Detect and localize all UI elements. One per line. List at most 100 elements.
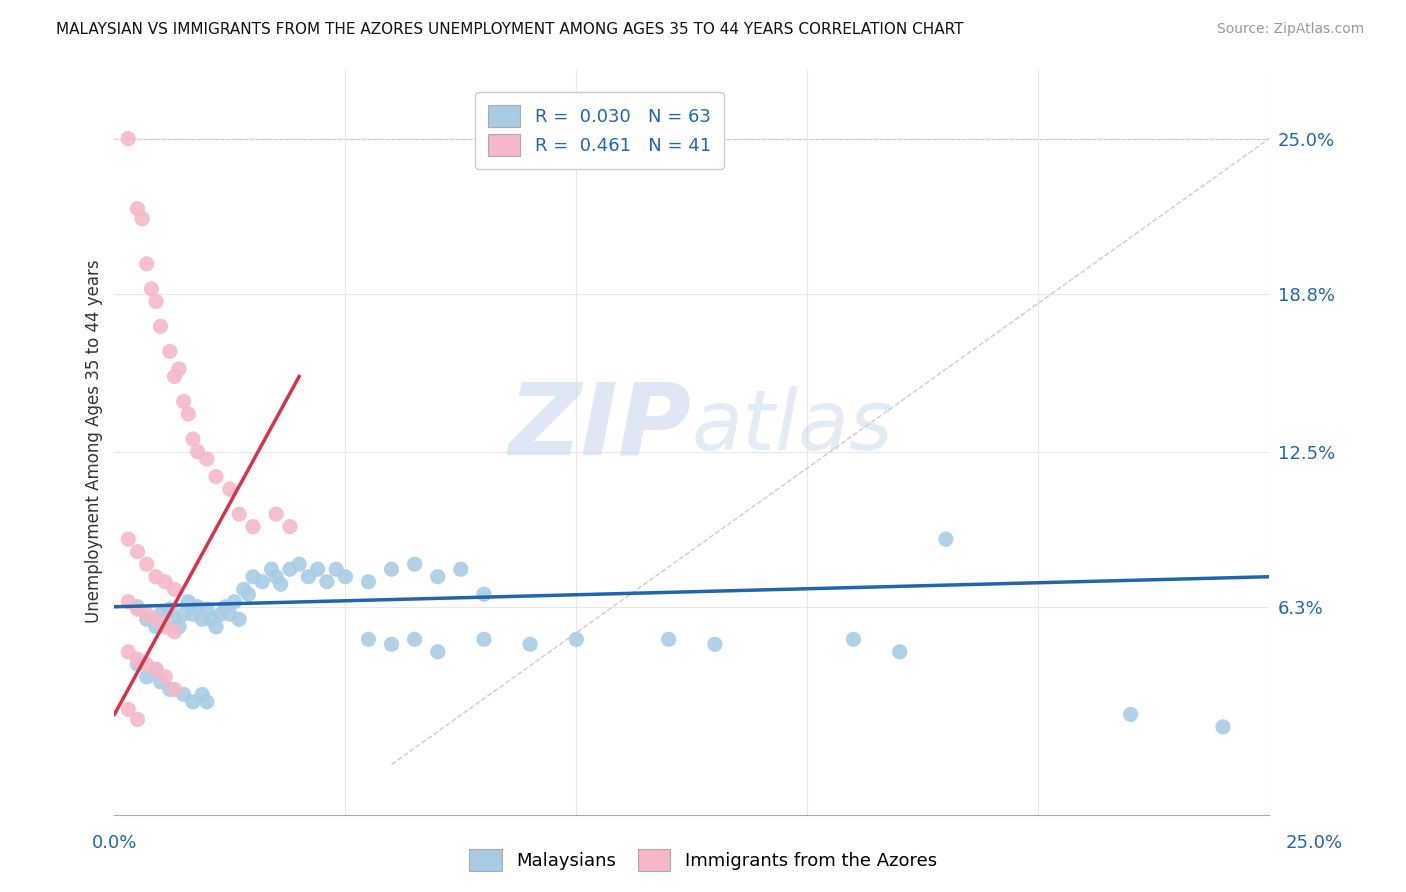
Point <box>145 662 167 676</box>
Point <box>238 587 260 601</box>
Point <box>127 602 149 616</box>
Point <box>404 632 426 647</box>
Point <box>149 319 172 334</box>
Point <box>252 574 274 589</box>
Point <box>288 558 311 572</box>
Point <box>149 607 172 622</box>
Point <box>145 570 167 584</box>
Point <box>278 562 301 576</box>
Point <box>426 570 449 584</box>
Point <box>209 607 232 622</box>
Text: 0.0%: 0.0% <box>91 834 136 852</box>
Point <box>145 620 167 634</box>
Point <box>167 620 190 634</box>
Point <box>472 632 495 647</box>
Point <box>127 544 149 558</box>
Point <box>195 695 218 709</box>
Point <box>163 369 186 384</box>
Point <box>155 620 177 634</box>
Point <box>117 645 139 659</box>
Point <box>163 624 186 639</box>
Point <box>149 674 172 689</box>
Point <box>270 577 292 591</box>
Point <box>232 582 254 597</box>
Point <box>167 362 190 376</box>
Point <box>205 469 228 483</box>
Text: atlas: atlas <box>692 386 893 467</box>
Point <box>173 687 195 701</box>
Point <box>127 657 149 672</box>
Point <box>141 282 163 296</box>
Point <box>426 645 449 659</box>
Point <box>242 519 264 533</box>
Legend: Malaysians, Immigrants from the Azores: Malaysians, Immigrants from the Azores <box>463 842 943 879</box>
Point <box>173 607 195 622</box>
Point <box>181 607 204 622</box>
Point <box>264 507 287 521</box>
Point <box>191 612 214 626</box>
Point <box>357 632 380 647</box>
Point <box>380 637 402 651</box>
Point <box>127 202 149 216</box>
Point <box>135 607 157 622</box>
Point <box>658 632 681 647</box>
Point <box>307 562 329 576</box>
Point <box>278 519 301 533</box>
Point <box>135 657 157 672</box>
Text: MALAYSIAN VS IMMIGRANTS FROM THE AZORES UNEMPLOYMENT AMONG AGES 35 TO 44 YEARS C: MALAYSIAN VS IMMIGRANTS FROM THE AZORES … <box>56 22 963 37</box>
Point <box>297 570 319 584</box>
Point <box>1119 707 1142 722</box>
Point <box>159 682 181 697</box>
Point <box>472 587 495 601</box>
Point <box>159 344 181 359</box>
Point <box>135 612 157 626</box>
Point <box>335 570 357 584</box>
Point <box>260 562 283 576</box>
Point <box>187 444 209 458</box>
Point <box>117 595 139 609</box>
Text: 25.0%: 25.0% <box>1285 834 1343 852</box>
Point <box>117 532 139 546</box>
Point <box>214 599 236 614</box>
Point <box>380 562 402 576</box>
Point <box>159 602 181 616</box>
Point <box>404 558 426 572</box>
Point <box>117 131 139 145</box>
Point <box>155 670 177 684</box>
Point <box>315 574 337 589</box>
Point <box>181 695 204 709</box>
Point <box>135 670 157 684</box>
Point <box>219 607 242 622</box>
Point <box>127 652 149 666</box>
Point <box>195 452 218 467</box>
Point <box>565 632 588 647</box>
Point <box>163 582 186 597</box>
Point <box>173 394 195 409</box>
Text: ZIP: ZIP <box>509 378 692 475</box>
Point <box>228 507 250 521</box>
Point <box>224 595 246 609</box>
Point <box>935 532 957 546</box>
Point <box>177 407 200 421</box>
Point <box>842 632 865 647</box>
Point <box>200 612 222 626</box>
Point <box>242 570 264 584</box>
Point <box>127 599 149 614</box>
Y-axis label: Unemployment Among Ages 35 to 44 years: Unemployment Among Ages 35 to 44 years <box>86 260 103 624</box>
Point <box>177 595 200 609</box>
Point <box>187 599 209 614</box>
Point <box>219 482 242 496</box>
Point <box>228 612 250 626</box>
Point <box>703 637 725 651</box>
Point <box>163 682 186 697</box>
Point <box>325 562 347 576</box>
Point <box>205 620 228 634</box>
Point <box>889 645 911 659</box>
Point <box>450 562 472 576</box>
Point <box>1212 720 1234 734</box>
Point <box>145 612 167 626</box>
Legend: R =  0.030   N = 63, R =  0.461   N = 41: R = 0.030 N = 63, R = 0.461 N = 41 <box>475 93 724 169</box>
Point <box>117 702 139 716</box>
Point <box>519 637 541 651</box>
Point <box>181 432 204 446</box>
